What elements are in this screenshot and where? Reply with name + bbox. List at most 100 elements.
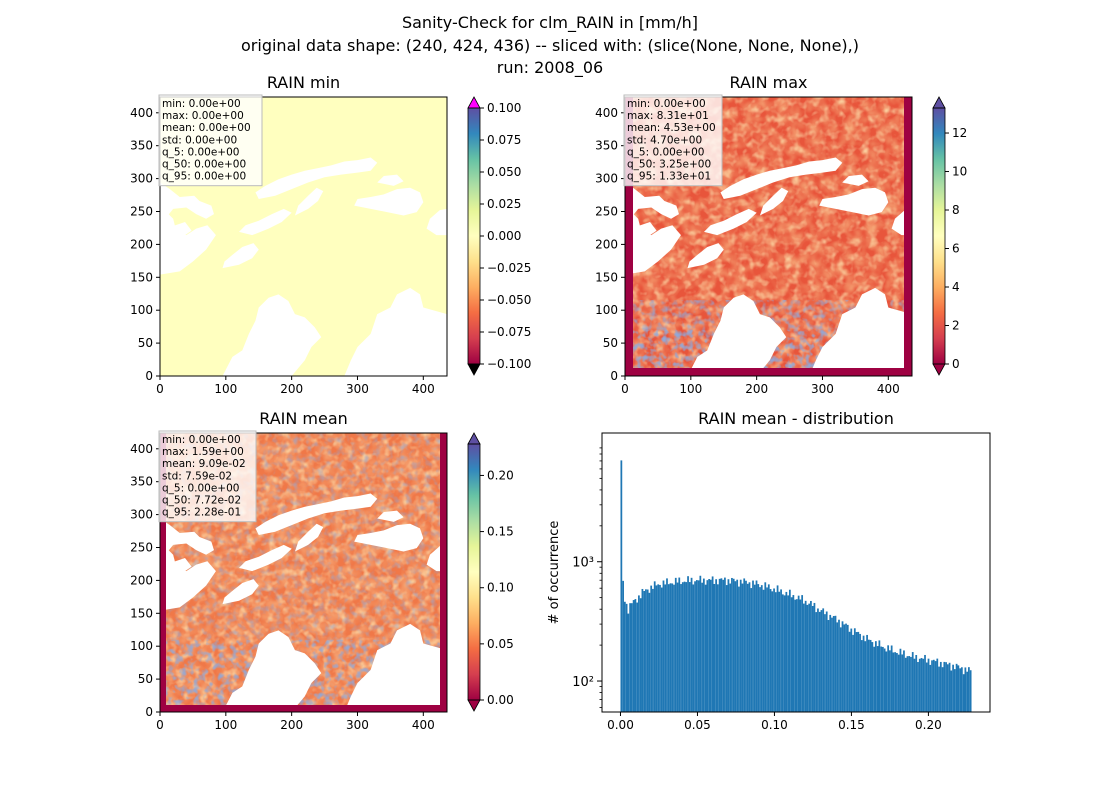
histogram-bar xyxy=(964,667,967,712)
histogram-bar xyxy=(931,660,933,712)
histogram-bar xyxy=(622,580,624,712)
histogram-bar xyxy=(843,624,846,712)
histogram-bar xyxy=(732,578,735,712)
histogram-bar xyxy=(832,616,835,712)
stats-line: q_5: 0.00e+00 xyxy=(162,482,239,494)
histogram-bar xyxy=(892,652,895,712)
y-tick-label: 50 xyxy=(138,672,153,686)
stats-line: std: 7.59e-02 xyxy=(162,470,232,482)
y-tick-label: 300 xyxy=(130,508,153,522)
histogram-bar xyxy=(904,657,907,712)
x-tick-label: 0 xyxy=(621,382,629,396)
histogram-bar xyxy=(852,634,854,712)
histogram-bar xyxy=(918,658,921,712)
histogram-bar xyxy=(890,645,893,712)
histogram-bar xyxy=(827,620,830,712)
map-title-0: RAIN min xyxy=(267,73,340,92)
histogram-bar xyxy=(648,592,651,712)
colorbar-tick-label: 0.00 xyxy=(487,693,514,707)
histogram-bar xyxy=(706,580,709,712)
y-tick-label: 400 xyxy=(130,106,153,120)
rain-max-axes-frame xyxy=(624,96,913,377)
y-tick-label: 100 xyxy=(595,303,618,317)
histogram-bar xyxy=(855,632,858,712)
colorbar-tick-label: 0.075 xyxy=(487,133,521,147)
histogram-bar xyxy=(808,603,811,712)
histogram-bar xyxy=(652,588,654,712)
histogram-bar xyxy=(660,587,663,712)
x-tick-label: 100 xyxy=(214,382,237,396)
stats-line: min: 0.00e+00 xyxy=(162,434,241,446)
histogram-bar xyxy=(850,628,853,712)
colorbar-tick-label: 10 xyxy=(952,165,967,179)
colorbar-tick-label: 0.000 xyxy=(487,229,521,243)
histogram-bar xyxy=(708,579,710,712)
histogram-bar xyxy=(657,584,660,712)
y-tick-label: 200 xyxy=(130,237,153,251)
histogram-bar xyxy=(811,605,814,712)
histogram-bar xyxy=(701,582,703,712)
histogram-bars xyxy=(620,460,972,712)
histogram-bar xyxy=(750,588,753,712)
histogram-bar xyxy=(794,599,796,712)
stats-line: mean: 4.53e+00 xyxy=(627,122,716,134)
histogram-bar xyxy=(741,583,744,712)
histogram-bar xyxy=(669,583,672,712)
histogram-bar xyxy=(962,674,965,712)
histogram-bar xyxy=(713,583,716,712)
stats-line: max: 1.59e+00 xyxy=(162,446,244,458)
histogram-bar xyxy=(845,623,847,712)
histogram-bar xyxy=(864,641,867,712)
x-tick-label: 300 xyxy=(811,382,834,396)
histogram-x-tick-label: 0.00 xyxy=(607,718,634,732)
histogram-bar xyxy=(688,582,691,712)
histogram-bar xyxy=(673,584,675,712)
histogram-bar xyxy=(941,667,944,712)
histogram-bar xyxy=(641,588,644,712)
histogram-bar xyxy=(666,578,668,712)
histogram-bar xyxy=(625,603,628,712)
histogram-bar xyxy=(922,658,925,712)
colorbar-extend-max xyxy=(467,432,481,445)
histogram-bar xyxy=(704,584,707,712)
histogram-bar xyxy=(780,589,782,712)
colorbar-extend-min xyxy=(467,699,481,712)
histogram-bar xyxy=(887,645,890,712)
histogram-bar xyxy=(829,614,832,712)
histogram-bar xyxy=(831,617,833,712)
histogram-bar xyxy=(885,651,888,712)
histogram-bar xyxy=(680,584,682,712)
histogram-bar xyxy=(938,666,940,712)
colorbar-tick-label: 0.050 xyxy=(487,165,521,179)
y-tick-label: 400 xyxy=(595,106,618,120)
histogram-bar xyxy=(945,662,947,712)
histogram-bar xyxy=(862,635,865,712)
histogram-bar xyxy=(846,624,849,712)
histogram-bar xyxy=(722,579,725,712)
histogram-bar xyxy=(924,654,926,712)
y-tick-label: 350 xyxy=(130,139,153,153)
histogram-bar xyxy=(871,642,874,712)
y-tick-label: 350 xyxy=(595,139,618,153)
histogram-bar xyxy=(699,575,702,712)
histogram-x-tick-label: 0.15 xyxy=(838,718,865,732)
histogram-bar xyxy=(627,613,630,712)
histogram-bar xyxy=(760,585,763,712)
x-tick-label: 0 xyxy=(156,718,164,732)
colorbar-gradient xyxy=(933,108,945,364)
colorbar-tick-label: 0.100 xyxy=(487,101,521,115)
histogram-bar xyxy=(957,665,960,712)
colorbar-extend-min xyxy=(932,363,946,376)
histogram-bar xyxy=(788,589,791,712)
x-tick-label: 300 xyxy=(346,718,369,732)
y-tick-label: 200 xyxy=(130,573,153,587)
y-tick-label: 250 xyxy=(130,204,153,218)
histogram-bar xyxy=(908,656,911,712)
histogram-bar xyxy=(694,581,696,712)
histogram-bar xyxy=(966,671,969,712)
colorbar-frame xyxy=(467,443,481,701)
histogram-bar xyxy=(720,578,723,712)
histogram-bar xyxy=(643,590,646,712)
stats-line: min: 0.00e+00 xyxy=(627,98,706,110)
x-tick-label: 200 xyxy=(280,382,303,396)
